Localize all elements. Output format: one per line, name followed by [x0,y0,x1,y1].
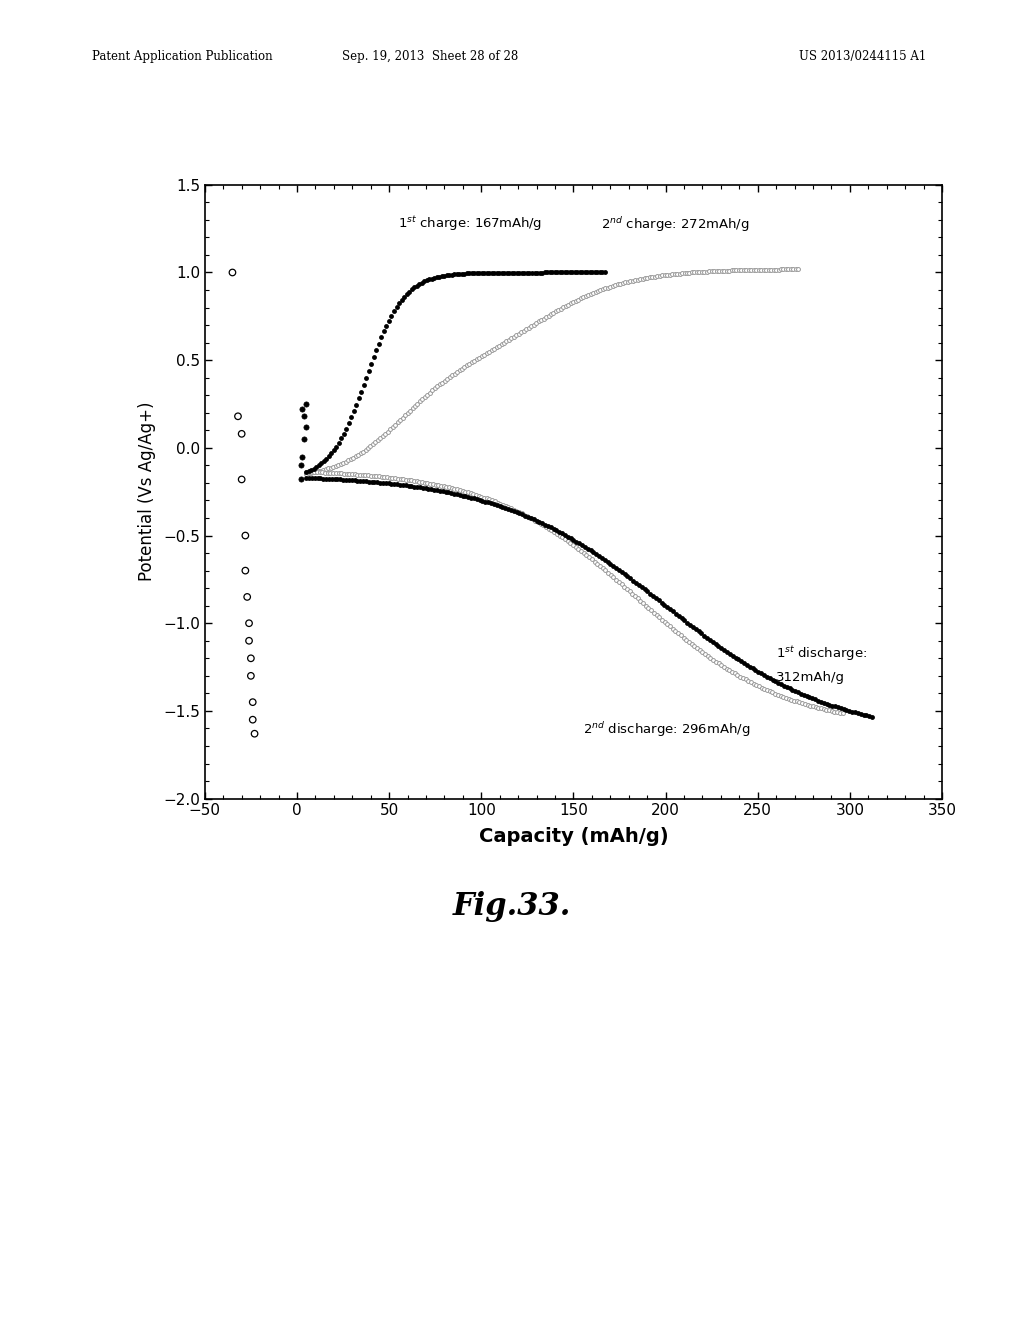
Text: $2^{nd}$ discharge: 296mAh/g: $2^{nd}$ discharge: 296mAh/g [583,719,751,739]
Point [239,586,255,607]
Text: $1^{st}$ charge: 167mAh/g: $1^{st}$ charge: 167mAh/g [398,215,543,234]
Point [238,525,254,546]
Text: $2^{nd}$ charge: 272mAh/g: $2^{nd}$ charge: 272mAh/g [601,215,750,234]
Point [241,612,257,634]
Point [233,424,250,445]
Point [296,405,312,426]
Point [296,429,312,450]
Point [247,723,263,744]
Text: $1^{st}$ discharge:: $1^{st}$ discharge: [776,644,867,663]
Point [298,416,314,437]
Point [245,709,261,730]
Point [233,469,250,490]
Text: Sep. 19, 2013  Sheet 28 of 28: Sep. 19, 2013 Sheet 28 of 28 [342,50,518,63]
Text: Patent Application Publication: Patent Application Publication [92,50,272,63]
Y-axis label: Potential (Vs Ag/Ag+): Potential (Vs Ag/Ag+) [138,403,156,581]
Point [294,399,310,420]
Point [224,261,241,282]
X-axis label: Capacity (mAh/g): Capacity (mAh/g) [478,826,669,846]
Point [245,692,261,713]
Text: 312mAh/g: 312mAh/g [776,671,845,684]
Text: US 2013/0244115 A1: US 2013/0244115 A1 [799,50,926,63]
Point [241,630,257,651]
Point [243,648,259,669]
Point [293,455,309,477]
Point [294,446,310,467]
Point [293,469,309,490]
Text: Fig.33.: Fig.33. [453,891,571,921]
Point [243,665,259,686]
Point [229,405,246,426]
Point [298,393,314,414]
Point [238,560,254,581]
